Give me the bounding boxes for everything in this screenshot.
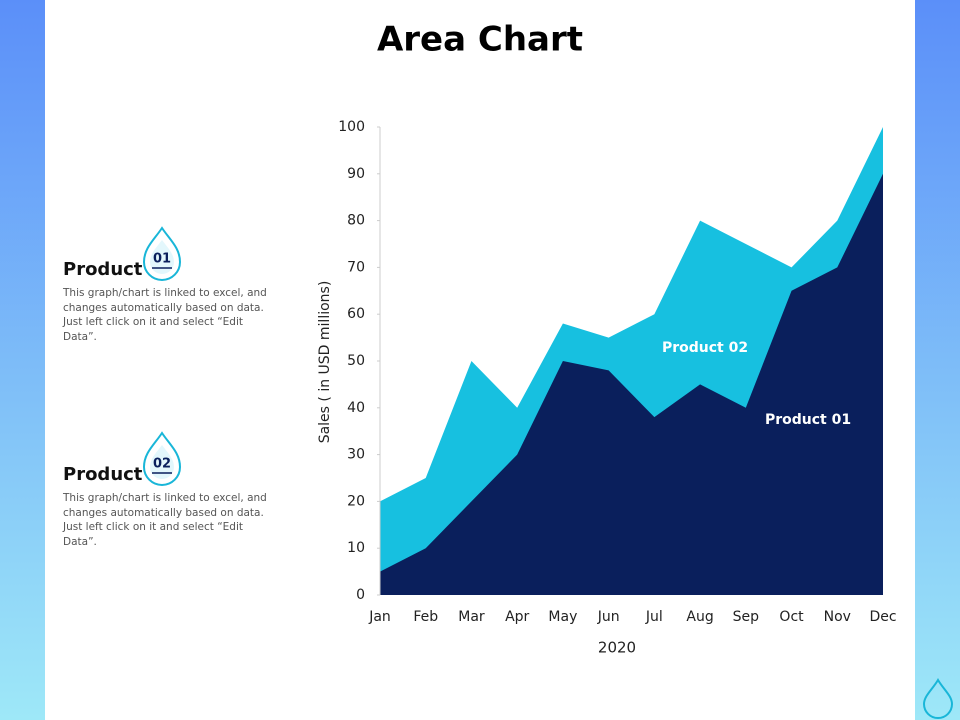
- y-axis-label: Sales ( in USD millions): [317, 281, 333, 444]
- y-tick-label: 90: [347, 166, 365, 182]
- x-tick-label: Jul: [645, 609, 663, 625]
- drop-icon-inner: [150, 445, 174, 479]
- y-tick-label: 70: [347, 259, 365, 275]
- x-tick-label: Aug: [686, 609, 713, 625]
- x-tick-label: Feb: [413, 609, 438, 625]
- y-tick-label: 40: [347, 400, 365, 416]
- side-number: 01: [153, 252, 171, 267]
- x-axis-label: 2020: [598, 639, 636, 657]
- x-tick-label: Dec: [869, 609, 896, 625]
- y-tick-label: 100: [338, 119, 365, 135]
- y-tick-label: 0: [356, 587, 365, 603]
- x-tick-label: May: [548, 609, 577, 625]
- x-tick-label: Sep: [733, 609, 760, 625]
- y-tick-label: 50: [347, 353, 365, 369]
- y-tick-label: 20: [347, 493, 365, 509]
- x-tick-label: Mar: [458, 609, 485, 625]
- x-tick-label: Jun: [597, 609, 620, 625]
- drop-icon: [922, 678, 954, 719]
- drop-icon-inner: [150, 240, 174, 274]
- y-tick-label: 10: [347, 540, 365, 556]
- x-tick-label: Apr: [505, 609, 529, 625]
- series-label: Product 01: [765, 412, 851, 428]
- x-tick-label: Jan: [368, 609, 391, 625]
- description: This graph/chart is linked to excel, and…: [63, 492, 267, 548]
- side-strip: [0, 0, 45, 720]
- side-title: Product: [63, 259, 143, 280]
- series-label: Product 02: [662, 340, 748, 356]
- chart-title: Area Chart: [377, 20, 583, 60]
- y-tick-label: 30: [347, 447, 365, 463]
- description: This graph/chart is linked to excel, and…: [63, 287, 267, 343]
- x-tick-label: Oct: [779, 609, 804, 625]
- side-strip: [915, 0, 960, 720]
- x-tick-label: Nov: [824, 609, 851, 625]
- side-number: 02: [153, 457, 171, 472]
- y-tick-label: 80: [347, 213, 365, 229]
- y-tick-label: 60: [347, 306, 365, 322]
- area: [380, 173, 883, 596]
- side-title: Product: [63, 464, 143, 485]
